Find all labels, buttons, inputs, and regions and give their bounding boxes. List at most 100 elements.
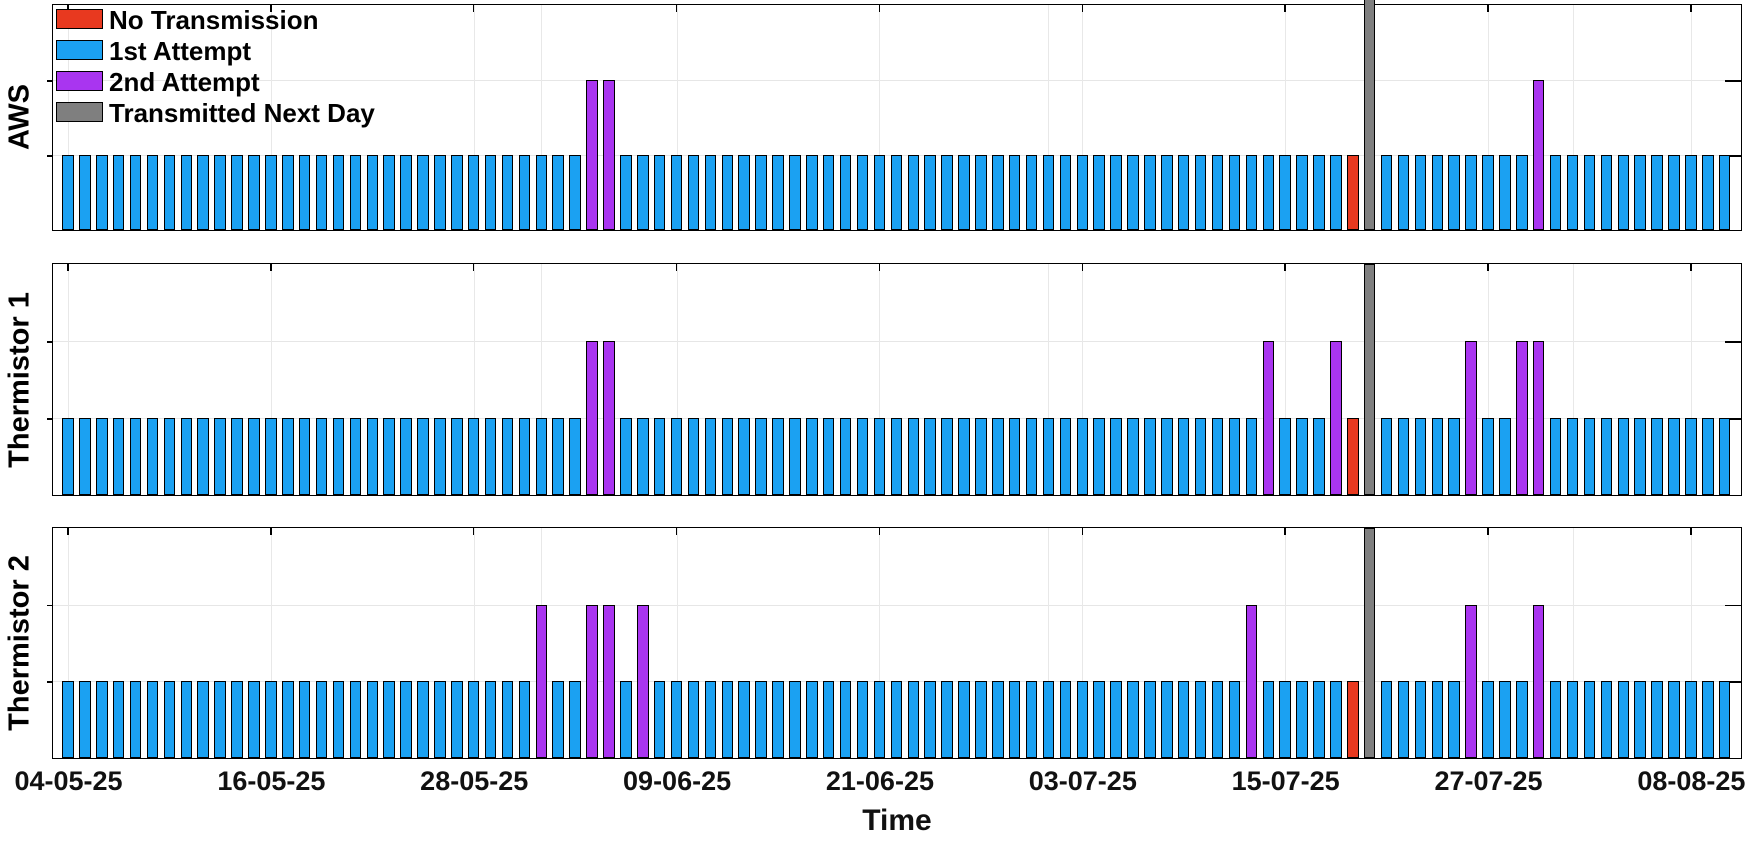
bar-1st-attempt bbox=[1110, 155, 1122, 230]
bar-1st-attempt bbox=[1702, 155, 1714, 230]
tick-y-left bbox=[46, 80, 52, 82]
bar-1st-attempt bbox=[1313, 155, 1325, 230]
bar-1st-attempt bbox=[434, 681, 446, 758]
bar-1st-attempt bbox=[653, 681, 666, 758]
bar-1st-attempt bbox=[890, 681, 903, 758]
bar-1st-attempt bbox=[1465, 155, 1477, 230]
bar-1st-attempt bbox=[1499, 418, 1511, 495]
bar-1st-attempt bbox=[1076, 418, 1089, 495]
bar-1st-attempt bbox=[1042, 681, 1055, 758]
bar-1st-attempt bbox=[1161, 418, 1173, 495]
x-tick-label: 08-08-25 bbox=[1637, 766, 1746, 796]
bar-1st-attempt bbox=[890, 418, 903, 495]
tick-y-left bbox=[46, 418, 52, 420]
bar-1st-attempt bbox=[1093, 155, 1105, 230]
bar-1st-attempt bbox=[552, 681, 564, 758]
bar-1st-attempt bbox=[721, 155, 734, 230]
bar-1st-attempt bbox=[873, 418, 886, 495]
gridline-month bbox=[1048, 264, 1050, 495]
bar-2nd-attempt bbox=[603, 80, 615, 230]
bar-1st-attempt bbox=[738, 418, 750, 495]
x-tick-label: 21-06-25 bbox=[825, 766, 934, 796]
bar-1st-attempt bbox=[552, 155, 564, 230]
bar-1st-attempt bbox=[1380, 418, 1393, 495]
x-tick-label: 28-05-25 bbox=[420, 766, 529, 796]
gridline-vertical bbox=[270, 264, 272, 495]
bar-1st-attempt bbox=[518, 418, 531, 495]
bar-1st-attempt bbox=[839, 681, 852, 758]
bar-2nd-attempt bbox=[1532, 341, 1545, 495]
bar-1st-attempt bbox=[1549, 681, 1562, 758]
bar-1st-attempt bbox=[214, 418, 226, 495]
bar-1st-attempt bbox=[822, 681, 835, 758]
bar-1st-attempt bbox=[1177, 681, 1190, 758]
bar-1st-attempt bbox=[789, 418, 801, 495]
bar-1st-attempt bbox=[1313, 681, 1325, 758]
bar-1st-attempt bbox=[992, 681, 1004, 758]
gridline-horizontal bbox=[53, 341, 1741, 342]
gridline-vertical bbox=[676, 264, 678, 495]
bar-2nd-attempt bbox=[1532, 604, 1545, 758]
bar-2nd-attempt bbox=[535, 604, 548, 758]
bar-1st-attempt bbox=[958, 418, 970, 495]
bar-1st-attempt bbox=[1008, 155, 1021, 230]
bar-1st-attempt bbox=[1161, 155, 1173, 230]
tick-y-right bbox=[1725, 80, 1741, 82]
bar-1st-attempt bbox=[637, 418, 649, 495]
y-axis-label-aws: AWS bbox=[3, 83, 36, 151]
tick-x-top bbox=[675, 264, 678, 271]
bar-1st-attempt bbox=[755, 418, 767, 495]
bar-1st-attempt bbox=[907, 681, 919, 758]
gridline-month bbox=[1572, 5, 1574, 230]
gridline-vertical bbox=[676, 528, 678, 758]
bar-no-transmission bbox=[1347, 155, 1359, 230]
bar-1st-attempt bbox=[1093, 418, 1105, 495]
bar-1st-attempt bbox=[1651, 681, 1663, 758]
tick-y-left bbox=[46, 604, 52, 607]
bar-1st-attempt bbox=[146, 155, 159, 230]
bar-1st-attempt bbox=[349, 418, 362, 495]
gridline-month bbox=[1048, 5, 1050, 230]
bar-1st-attempt bbox=[1482, 681, 1494, 758]
plot-area-thermistor-1 bbox=[46, 264, 1741, 495]
bar-1st-attempt bbox=[941, 155, 953, 230]
bar-1st-attempt bbox=[231, 155, 243, 230]
bar-1st-attempt bbox=[958, 681, 970, 758]
bar-1st-attempt bbox=[265, 681, 277, 758]
tick-x-top bbox=[1487, 528, 1489, 535]
x-tick-label: 03-07-25 bbox=[1028, 766, 1137, 796]
bar-1st-attempt bbox=[248, 155, 260, 230]
bar-1st-attempt bbox=[789, 681, 801, 758]
bar-1st-attempt bbox=[772, 418, 784, 495]
gridline-vertical bbox=[1488, 528, 1490, 758]
bar-1st-attempt bbox=[670, 681, 683, 758]
bar-1st-attempt bbox=[501, 418, 514, 495]
bar-1st-attempt bbox=[789, 155, 801, 230]
bar-1st-attempt bbox=[417, 155, 429, 230]
bar-1st-attempt bbox=[1651, 418, 1663, 495]
gridline-vertical bbox=[68, 528, 69, 758]
bar-1st-attempt bbox=[1025, 681, 1038, 758]
bar-1st-attempt bbox=[146, 418, 159, 495]
bar-1st-attempt bbox=[197, 418, 209, 495]
bar-1st-attempt bbox=[298, 418, 311, 495]
bar-1st-attempt bbox=[704, 681, 717, 758]
bar-1st-attempt bbox=[265, 418, 277, 495]
bar-1st-attempt bbox=[79, 418, 91, 495]
tick-x-top bbox=[675, 528, 678, 535]
bar-1st-attempt bbox=[772, 681, 784, 758]
x-tick-label: 09-06-25 bbox=[623, 766, 732, 796]
bar-1st-attempt bbox=[1566, 418, 1579, 495]
tick-y-right bbox=[1725, 604, 1741, 607]
bar-1st-attempt bbox=[1702, 418, 1714, 495]
bar-1st-attempt bbox=[1414, 681, 1427, 758]
bar-1st-attempt bbox=[1668, 155, 1680, 230]
bar-1st-attempt bbox=[839, 155, 852, 230]
bar-1st-attempt bbox=[163, 418, 176, 495]
panel-thermistor-2 bbox=[46, 527, 1742, 759]
x-tick-label: 15-07-25 bbox=[1231, 766, 1340, 796]
bar-1st-attempt bbox=[670, 155, 683, 230]
bar-1st-attempt bbox=[1702, 681, 1714, 758]
bar-1st-attempt bbox=[79, 681, 91, 758]
